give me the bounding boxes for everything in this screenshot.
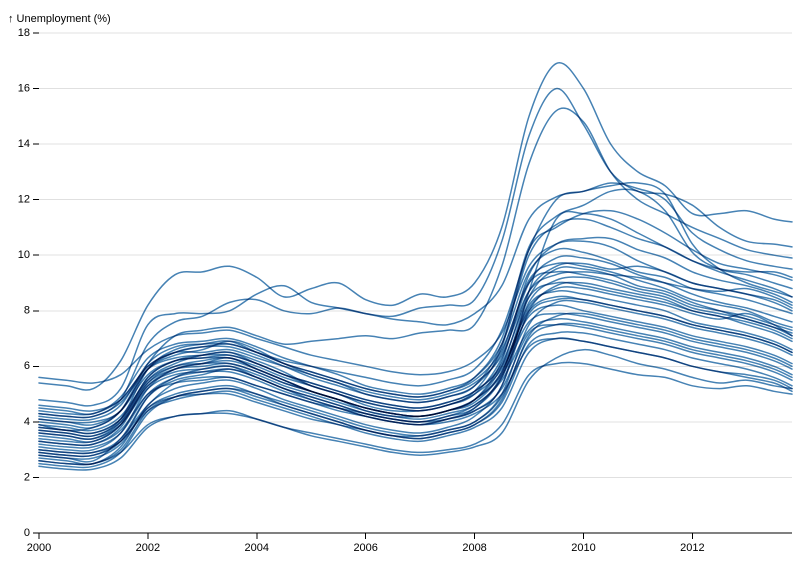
series-line-9 [38,218,793,438]
series-lines [38,62,793,471]
y-tick-label: 18 [18,27,30,39]
y-tick-label: 0 [24,527,30,539]
x-tick-label: 2012 [680,542,704,554]
series-line-28 [38,322,793,460]
x-axis: 2000 2002 2004 2006 2008 2010 2012 [27,532,792,554]
y-tick-label: 16 [18,82,30,94]
series-line-5 [38,182,793,407]
x-tick-label: 2006 [353,542,377,554]
series-line-17 [38,270,793,421]
y-tick-label: 14 [18,138,30,150]
y-axis: ↑ Unemployment (%) 0 2 4 6 8 10 12 14 16 18 [8,13,111,539]
y-tick-label: 12 [18,194,30,206]
series-line-2 [38,62,793,391]
series-line-3 [38,87,793,419]
x-tick-label: 2008 [462,542,486,554]
series-line-20 [38,281,793,466]
series-line-12 [38,247,793,416]
series-line-33 [38,361,793,466]
series-line-34 [38,337,793,455]
y-tick-label: 10 [18,249,30,261]
y-axis-label: ↑ Unemployment (%) [8,13,111,25]
y-gridlines [39,32,792,534]
series-line-36 [38,295,793,419]
series-line-25 [38,304,793,426]
y-tick-label: 6 [24,360,30,372]
y-tick-label: 8 [24,305,30,317]
x-tick-label: 2002 [136,542,160,554]
x-tick-label: 2004 [245,542,269,554]
series-line-4 [38,107,793,432]
series-line-30 [38,331,793,458]
series-line-29 [38,318,793,437]
series-line-37 [38,286,793,435]
y-tick-label: 4 [24,416,30,428]
x-tick-label: 2000 [27,542,51,554]
series-line-21 [38,271,793,416]
y-tick-label: 2 [24,471,30,483]
series-line-35 [38,323,793,440]
x-tick-label: 2010 [571,542,595,554]
